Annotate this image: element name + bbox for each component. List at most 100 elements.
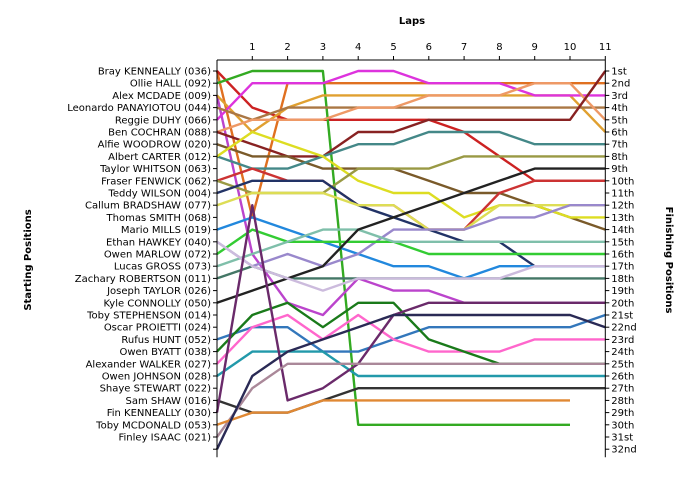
finishing-label: 30th	[611, 420, 634, 431]
series-line-18	[216, 204, 606, 268]
starting-label: Owen JOHNSON (028)	[102, 372, 211, 383]
x-tick-label: 6	[426, 42, 432, 53]
series-line-9	[216, 70, 607, 158]
x-tick-label: 10	[564, 42, 577, 53]
finishing-label: 13th	[611, 213, 634, 224]
starting-label: Toby MCDONALD (053)	[95, 420, 211, 431]
finishing-label: 14th	[611, 225, 634, 236]
finishing-label: 6th	[611, 128, 628, 139]
series-line-32	[215, 313, 606, 450]
starting-label: Rufus HUNT (052)	[121, 335, 211, 346]
starting-label: Shaye STEWART (022)	[100, 384, 212, 395]
series-line-16	[216, 191, 606, 231]
finishing-label: 15th	[611, 237, 634, 248]
starting-label: Lucas GROSS (073)	[114, 262, 211, 273]
series-line-7	[216, 106, 606, 121]
starting-label: Reggie DUHY (066)	[115, 115, 211, 126]
finishing-label: 24th	[611, 347, 634, 358]
series-line-22	[216, 167, 606, 304]
finishing-label: 28th	[611, 396, 634, 407]
starting-label: Owen BYATT (038)	[119, 347, 211, 358]
x-axis-title: Laps	[399, 16, 425, 27]
finishing-label: 18th	[611, 274, 634, 285]
finishing-label: 31st	[611, 433, 633, 444]
x-tick-labels: 1 2 3 4 5 6 7 8 9 10 11	[249, 42, 612, 53]
x-tick-label: 7	[461, 42, 467, 53]
finishing-label: 21st	[611, 311, 633, 322]
x-tick-label: 2	[284, 42, 290, 53]
finishing-label: 7th	[611, 140, 628, 151]
starting-label: Callum BRADSHAW (077)	[85, 201, 211, 212]
starting-label: Ollie HALL (092)	[130, 79, 211, 90]
starting-label: Finley ISAAC (021)	[119, 433, 212, 444]
finishing-label: 4th	[611, 103, 628, 114]
finishing-label: 20th	[611, 298, 634, 309]
starting-label: Zachary ROBERTSON (011)	[75, 274, 211, 285]
series-line-27	[216, 350, 606, 378]
finishing-label: 23rd	[611, 335, 634, 346]
finishing-label: 27th	[611, 384, 634, 395]
series-line-21	[216, 265, 606, 280]
series-line-31	[216, 399, 570, 426]
finishing-label: 9th	[611, 164, 628, 175]
right-axis-title: Finishing Positions	[663, 207, 674, 314]
x-tick-label: 5	[390, 42, 396, 53]
x-tick-label: 11	[599, 42, 612, 53]
axes	[213, 56, 610, 458]
series-line-12	[216, 130, 606, 219]
finishing-label: 26th	[611, 372, 634, 383]
x-tick-label: 3	[320, 42, 326, 53]
starting-label: Fin KENNEALLY (030)	[107, 408, 211, 419]
series-line-23	[216, 240, 606, 292]
x-tick-label: 8	[496, 42, 502, 53]
finishing-label: 29th	[611, 408, 634, 419]
finishing-label: 16th	[611, 250, 634, 261]
starting-label: Bray KENNEALLY (036)	[98, 67, 211, 78]
starting-label: Alexander WALKER (027)	[86, 359, 212, 370]
starting-label: Ethan HAWKEY (040)	[106, 237, 211, 248]
series-line-24	[216, 313, 606, 353]
starting-label: Taylor WHITSON (063)	[99, 164, 211, 175]
x-tick-label: 4	[355, 42, 361, 53]
starting-label: Albert CARTER (012)	[108, 152, 211, 163]
finishing-label: 2nd	[611, 79, 630, 90]
series-line-25	[216, 313, 606, 365]
starting-position-labels: Bray KENNEALLY (036)Ollie HALL (092)Alex…	[67, 67, 211, 444]
starting-label: Leonardo PANAYIOTOU (044)	[67, 103, 211, 114]
finishing-label: 1st	[611, 67, 627, 78]
starting-label: Mario MILLS (019)	[121, 225, 211, 236]
starting-label: Kyle CONNOLLY (050)	[103, 298, 211, 309]
finishing-position-labels: 1st2nd3rd4th5th6th7th8th9th10th11th12th1…	[611, 67, 636, 456]
position-lines	[215, 69, 607, 450]
series-line-8	[216, 82, 607, 134]
finishing-label: 8th	[611, 152, 628, 163]
starting-label: Joseph TAYLOR (026)	[106, 286, 211, 297]
series-line-13	[216, 167, 606, 231]
starting-label: Owen MARLOW (072)	[104, 250, 211, 261]
x-tick-label: 1	[249, 42, 255, 53]
series-line-3	[216, 69, 570, 426]
starting-label: Fraser FENWICK (062)	[101, 176, 211, 187]
finishing-label: 10th	[611, 176, 634, 187]
starting-label: Alfie WOODROW (020)	[98, 140, 211, 151]
series-line-6	[216, 69, 606, 121]
starting-label: Sam SHAW (016)	[125, 396, 211, 407]
left-axis-title: Starting Positions	[23, 209, 34, 310]
starting-label: Oscar PROIETTI (024)	[104, 323, 211, 334]
series-line-19	[216, 228, 606, 256]
starting-label: Teddy WILSON (004)	[107, 189, 211, 200]
starting-label: Toby STEPHENSON (014)	[86, 311, 211, 322]
finishing-label: 22nd	[611, 323, 636, 334]
series-line-11	[216, 130, 606, 170]
finishing-label: 19th	[611, 286, 634, 297]
starting-label: Ben COCHRAN (088)	[108, 128, 211, 139]
finishing-label: 12th	[611, 201, 634, 212]
series-line-20	[216, 228, 606, 268]
finishing-label: 5th	[611, 115, 628, 126]
finishing-label: 3rd	[611, 91, 628, 102]
starting-label: Alex MCDADE (009)	[112, 91, 211, 102]
finishing-label: 17th	[611, 262, 634, 273]
finishing-label: 32nd	[611, 445, 636, 456]
finishing-label: 11th	[611, 189, 634, 200]
starting-label: Thomas SMITH (068)	[106, 213, 212, 224]
